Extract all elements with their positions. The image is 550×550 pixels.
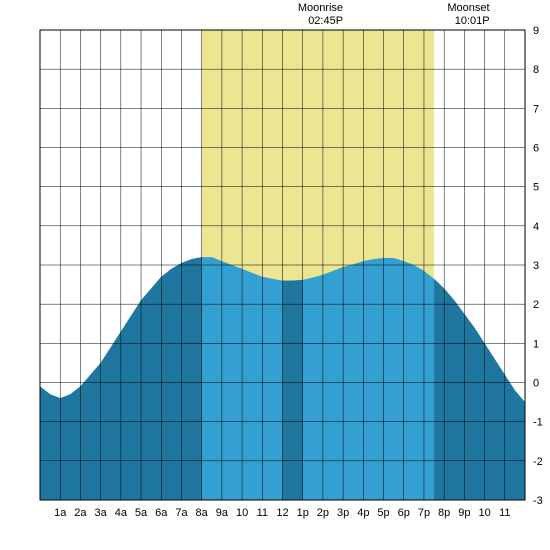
y-tick-label: 2 [533, 299, 539, 311]
x-tick-label: 9a [216, 507, 229, 519]
y-tick-label: -3 [533, 495, 543, 507]
y-tick-label: 7 [533, 103, 539, 115]
x-tick-label: 4p [357, 507, 369, 519]
x-tick-label: 8a [196, 507, 209, 519]
y-tick-label: -1 [533, 417, 543, 429]
moonrise-annotation: Moonrise 02:45P [288, 2, 343, 28]
x-tick-label: 9p [458, 507, 470, 519]
x-tick-label: 2a [74, 507, 87, 519]
x-tick-label: 4a [115, 507, 128, 519]
y-tick-label: -2 [533, 456, 543, 468]
y-tick-label: 0 [533, 378, 539, 390]
moonset-label: Moonset [435, 2, 490, 15]
x-tick-label: 10 [478, 507, 490, 519]
x-tick-label: 11 [257, 507, 268, 519]
y-tick-label: 4 [533, 221, 539, 233]
x-tick-label: 3a [95, 507, 108, 519]
x-tick-label: 11 [499, 507, 510, 519]
x-tick-label: 5a [135, 507, 148, 519]
moonrise-label: Moonrise [288, 2, 343, 15]
y-tick-label: 6 [533, 143, 539, 155]
x-tick-label: 7p [418, 507, 430, 519]
chart-svg: 1a2a3a4a5a6a7a8a9a1011121p2p3p4p5p6p7p8p… [0, 0, 550, 550]
x-tick-label: 7a [175, 507, 188, 519]
x-tick-label: 6a [155, 507, 168, 519]
y-tick-label: 8 [533, 64, 539, 76]
tide-chart: 1a2a3a4a5a6a7a8a9a1011121p2p3p4p5p6p7p8p… [0, 0, 550, 550]
x-tick-label: 1a [54, 507, 67, 519]
y-tick-label: 9 [533, 25, 539, 37]
moonset-time: 10:01P [435, 15, 490, 28]
moonset-annotation: Moonset 10:01P [435, 2, 490, 28]
x-tick-label: 3p [337, 507, 349, 519]
y-tick-label: 5 [533, 182, 539, 194]
moonrise-time: 02:45P [288, 15, 343, 28]
x-tick-label: 10 [236, 507, 248, 519]
x-tick-label: 2p [317, 507, 329, 519]
x-tick-label: 6p [398, 507, 410, 519]
x-tick-label: 12 [276, 507, 288, 519]
y-tick-label: 1 [533, 338, 539, 350]
x-tick-label: 1p [297, 507, 309, 519]
x-tick-label: 5p [377, 507, 389, 519]
x-tick-label: 8p [438, 507, 450, 519]
y-tick-label: 3 [533, 260, 539, 272]
